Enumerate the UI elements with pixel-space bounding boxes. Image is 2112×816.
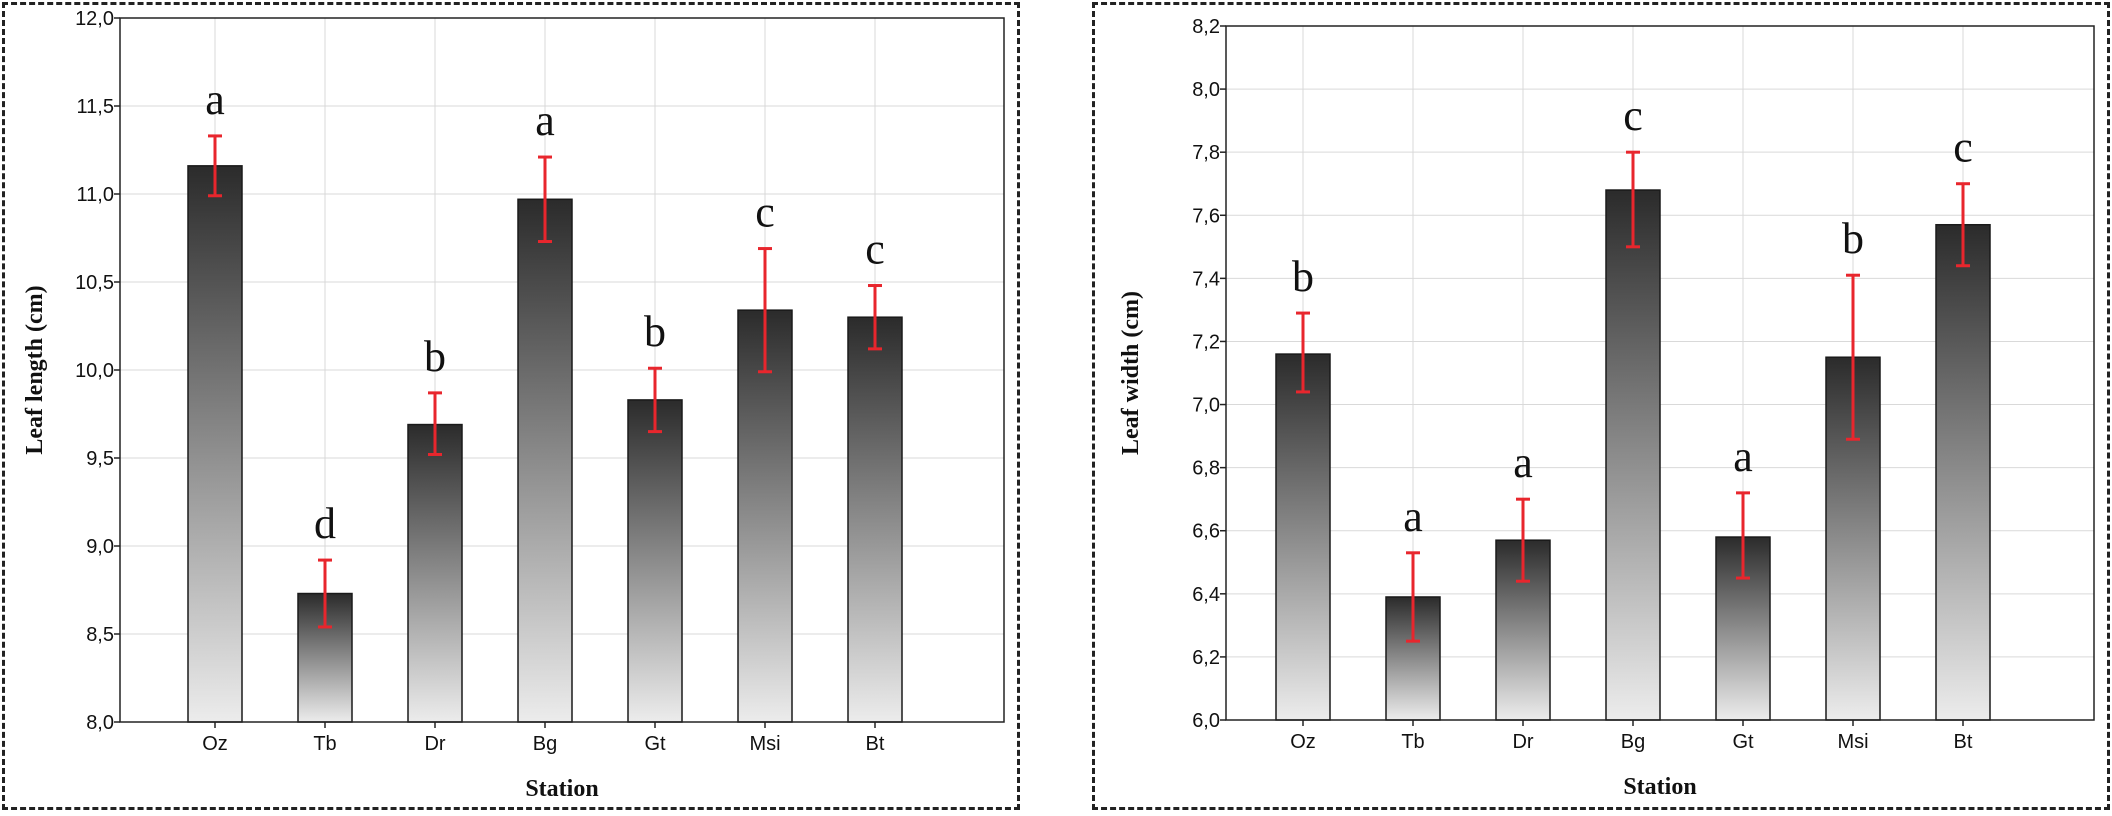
y-tick-label: 6,6 bbox=[1192, 521, 1220, 543]
y-tick-label: 8,2 bbox=[1192, 16, 1220, 38]
y-tick-label: 10,5 bbox=[75, 272, 114, 294]
y-tick-label: 11,0 bbox=[77, 184, 114, 206]
y-tick-label: 7,6 bbox=[1192, 205, 1220, 227]
y-tick-label: 6,4 bbox=[1192, 584, 1220, 606]
x-tick-label: Gt bbox=[644, 733, 666, 755]
plot-frame bbox=[119, 17, 1005, 723]
significance-letter: c bbox=[865, 225, 885, 274]
y-tick-label: 9,0 bbox=[86, 536, 114, 558]
significance-letter: b bbox=[424, 332, 446, 381]
x-tick-label: Bg bbox=[533, 733, 557, 755]
x-tick-label: Msi bbox=[1837, 731, 1868, 753]
significance-letter: b bbox=[1292, 252, 1314, 301]
significance-letter: d bbox=[314, 499, 336, 548]
bar-bt bbox=[1935, 223, 1991, 721]
x-tick-label: Bg bbox=[1621, 731, 1645, 753]
bar-oz bbox=[1275, 353, 1331, 721]
y-axis-title: Leaf length (cm) bbox=[22, 285, 48, 454]
x-tick-label: Bt bbox=[866, 733, 885, 755]
y-tick-label: 7,8 bbox=[1192, 142, 1220, 164]
bar-msi bbox=[737, 309, 793, 723]
y-tick-label: 11,5 bbox=[77, 96, 114, 118]
significance-letter: a bbox=[1513, 438, 1533, 487]
bar-bg bbox=[1605, 189, 1661, 721]
significance-letter: b bbox=[644, 307, 666, 356]
y-tick-label: 10,0 bbox=[75, 360, 114, 382]
y-tick-label: 6,0 bbox=[1192, 710, 1220, 732]
y-tick-label: 8,5 bbox=[86, 624, 114, 646]
plot-frame bbox=[1225, 25, 2095, 721]
y-axis-title: Leaf width (cm) bbox=[1118, 291, 1144, 455]
significance-letter: c bbox=[1623, 91, 1643, 140]
y-tick-label: 7,4 bbox=[1192, 268, 1220, 290]
x-tick-label: Oz bbox=[1290, 731, 1316, 753]
x-tick-label: Oz bbox=[202, 733, 228, 755]
significance-letter: c bbox=[1953, 123, 1973, 172]
significance-letter: a bbox=[1733, 432, 1753, 481]
significance-letter: a bbox=[1403, 492, 1423, 541]
x-axis-title: Station bbox=[525, 776, 598, 802]
leaf-length-chart: 8,0 8,5 9,0 9,5 10,0 10,5 11,0 11,5 12,0 a d b a b c c O… bbox=[22, 8, 1005, 802]
x-tick-label: Tb bbox=[1401, 731, 1424, 753]
y-tick-label: 6,8 bbox=[1192, 458, 1220, 480]
x-tick-label: Bt bbox=[1954, 731, 1973, 753]
bar-bg bbox=[517, 198, 573, 723]
y-tick-label: 7,0 bbox=[1192, 395, 1220, 417]
bar-oz bbox=[187, 165, 243, 723]
x-tick-label: Dr bbox=[1512, 731, 1533, 753]
leaf-width-chart: 6,0 6,2 6,4 6,6 6,8 7,0 7,2 7,4 7,6 7,8 8,0 8,2 b a a c… bbox=[1118, 16, 2095, 800]
bar-dr bbox=[407, 423, 463, 723]
significance-letter: a bbox=[205, 75, 225, 124]
x-tick-label: Msi bbox=[749, 733, 780, 755]
significance-letter: b bbox=[1842, 214, 1864, 263]
y-tick-label: 6,2 bbox=[1192, 647, 1220, 669]
x-axis-title: Station bbox=[1623, 774, 1696, 800]
significance-letter: c bbox=[755, 188, 775, 237]
y-tick-label: 7,2 bbox=[1192, 331, 1220, 353]
y-tick-label: 8,0 bbox=[1192, 79, 1220, 101]
y-tick-label: 9,5 bbox=[86, 448, 114, 470]
bar-gt bbox=[627, 399, 683, 723]
y-tick-label: 8,0 bbox=[86, 712, 114, 734]
x-tick-label: Gt bbox=[1732, 731, 1754, 753]
leaf-length-chart-panel bbox=[2, 2, 1020, 810]
x-tick-label: Tb bbox=[313, 733, 336, 755]
bar-bt bbox=[847, 316, 903, 723]
x-tick-label: Dr bbox=[424, 733, 445, 755]
leaf-width-chart-panel bbox=[1092, 2, 2110, 810]
significance-letter: a bbox=[535, 96, 555, 145]
y-tick-label: 12,0 bbox=[75, 8, 114, 30]
